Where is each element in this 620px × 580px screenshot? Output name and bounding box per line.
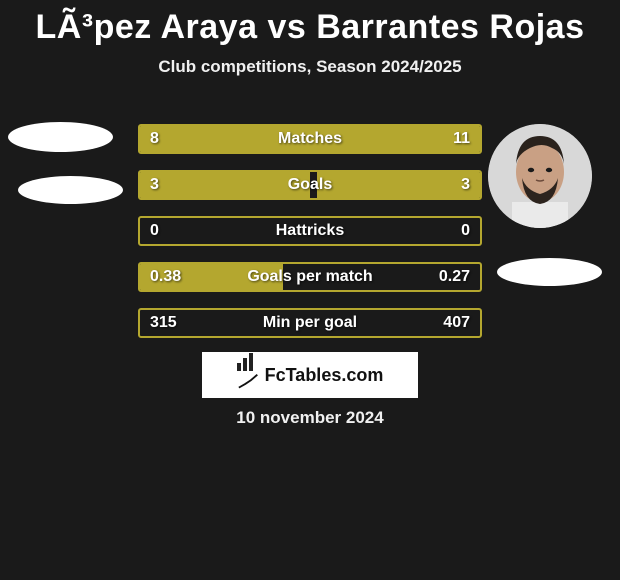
date-line: 10 november 2024 (0, 408, 620, 428)
stat-row: 3 Goals 3 (138, 170, 482, 200)
stat-row: 8 Matches 11 (138, 124, 482, 154)
stat-label: Matches (140, 126, 480, 152)
player-avatar-svg (488, 124, 592, 228)
stat-row: 0.38 Goals per match 0.27 (138, 262, 482, 292)
logo-line-icon (237, 371, 261, 395)
stat-label: Min per goal (140, 310, 480, 336)
stat-row: 315 Min per goal 407 (138, 308, 482, 338)
stat-val-right: 11 (453, 126, 470, 152)
stat-label: Hattricks (140, 218, 480, 244)
subtitle: Club competitions, Season 2024/2025 (0, 57, 620, 77)
player-right-ellipse (497, 258, 602, 286)
stat-val-right: 0 (461, 218, 470, 244)
player-left-ellipse-1 (8, 122, 113, 152)
logo-text: FcTables.com (265, 365, 384, 386)
stat-val-right: 3 (461, 172, 470, 198)
stat-val-right: 0.27 (439, 264, 470, 290)
player-left-ellipse-2 (18, 176, 123, 204)
stat-label: Goals (140, 172, 480, 198)
logo-chart-icon (237, 351, 261, 400)
page-title: LÃ³pez Araya vs Barrantes Rojas (0, 0, 620, 47)
stat-val-right: 407 (443, 310, 470, 336)
stat-label: Goals per match (140, 264, 480, 290)
stat-row: 0 Hattricks 0 (138, 216, 482, 246)
site-logo: FcTables.com (202, 352, 418, 398)
player-right-avatar (488, 124, 592, 228)
stats-rows: 8 Matches 11 3 Goals 3 0 Hattricks 0 0.3… (138, 124, 482, 354)
